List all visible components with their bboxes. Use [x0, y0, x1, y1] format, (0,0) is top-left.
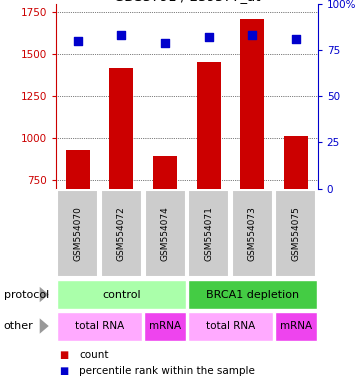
Bar — [275, 311, 317, 341]
Point — [293, 36, 299, 42]
Text: GSM554075: GSM554075 — [291, 206, 300, 261]
Text: protocol: protocol — [4, 290, 49, 300]
Point — [249, 32, 255, 38]
Bar — [109, 68, 133, 189]
Text: GSM554071: GSM554071 — [204, 206, 213, 261]
Text: other: other — [4, 321, 33, 331]
Bar — [101, 190, 142, 277]
Bar — [57, 311, 142, 341]
Bar — [232, 190, 273, 277]
Text: GSM554070: GSM554070 — [73, 206, 82, 261]
Text: total RNA: total RNA — [206, 321, 255, 331]
Text: BRCA1 depletion: BRCA1 depletion — [206, 290, 299, 300]
Bar — [188, 280, 317, 309]
Point — [162, 40, 168, 46]
Text: count: count — [79, 350, 109, 360]
Bar — [188, 190, 229, 277]
Text: ■: ■ — [60, 350, 69, 360]
Bar — [188, 311, 273, 341]
Text: ■: ■ — [60, 366, 69, 376]
Bar — [197, 62, 221, 189]
Text: GSM554073: GSM554073 — [248, 206, 257, 261]
Bar — [144, 311, 186, 341]
Bar — [284, 136, 308, 189]
Bar — [153, 156, 177, 189]
Bar — [275, 190, 316, 277]
Text: percentile rank within the sample: percentile rank within the sample — [79, 366, 255, 376]
Point — [75, 38, 81, 44]
Text: total RNA: total RNA — [75, 321, 124, 331]
Point — [206, 34, 212, 40]
Bar — [57, 190, 98, 277]
Bar — [57, 280, 186, 309]
Text: control: control — [102, 290, 141, 300]
Bar — [144, 190, 186, 277]
Point — [118, 32, 124, 38]
Bar — [240, 19, 264, 189]
Text: mRNA: mRNA — [149, 321, 181, 331]
Title: GDS3791 / 239377_at: GDS3791 / 239377_at — [114, 0, 260, 3]
Text: GSM554074: GSM554074 — [161, 206, 170, 261]
Text: mRNA: mRNA — [280, 321, 312, 331]
Text: GSM554072: GSM554072 — [117, 206, 126, 261]
Bar — [66, 150, 90, 189]
